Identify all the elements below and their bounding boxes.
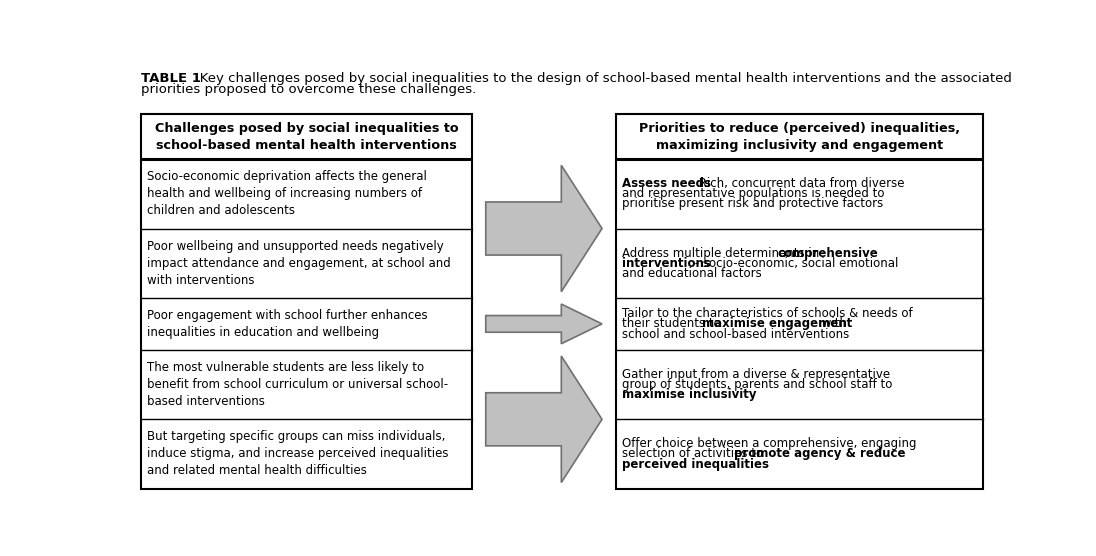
- Text: But targeting specific groups can miss individuals,
induce stigma, and increase : But targeting specific groups can miss i…: [147, 430, 448, 478]
- Bar: [616, 115, 982, 489]
- Text: Poor wellbeing and unsupported needs negatively
impact attendance and engagement: Poor wellbeing and unsupported needs neg…: [147, 240, 450, 287]
- Text: Address multiple determinants in: Address multiple determinants in: [623, 246, 823, 260]
- Text: Tailor to the characteristics of schools & needs of: Tailor to the characteristics of schools…: [623, 307, 913, 320]
- Text: promote agency & reduce: promote agency & reduce: [734, 448, 906, 460]
- Text: Gather input from a diverse & representative: Gather input from a diverse & representa…: [623, 368, 890, 381]
- Text: prioritise present risk and protective factors: prioritise present risk and protective f…: [623, 197, 883, 211]
- Text: with: with: [818, 317, 847, 330]
- Text: maximise engagement: maximise engagement: [701, 317, 852, 330]
- Polygon shape: [486, 356, 602, 483]
- Text: interventions: interventions: [623, 257, 711, 270]
- Text: Challenges posed by social inequalities to
school-based mental health interventi: Challenges posed by social inequalities …: [155, 122, 458, 152]
- Text: Poor engagement with school further enhances
inequalities in education and wellb: Poor engagement with school further enha…: [147, 309, 427, 339]
- Text: Socio-economic deprivation affects the general
health and wellbeing of increasin: Socio-economic deprivation affects the g…: [147, 170, 427, 217]
- Text: their students to: their students to: [623, 317, 724, 330]
- Text: maximise inclusivity: maximise inclusivity: [623, 388, 756, 401]
- Text: and representative populations is needed to: and representative populations is needed…: [623, 187, 884, 200]
- Text: Priorities to reduce (perceived) inequalities,
maximizing inclusivity and engage: Priorities to reduce (perceived) inequal…: [639, 122, 960, 152]
- Text: Offer choice between a comprehensive, engaging: Offer choice between a comprehensive, en…: [623, 438, 916, 450]
- Text: Assess needs: Assess needs: [623, 177, 711, 190]
- Text: - socio-economic, social emotional: - socio-economic, social emotional: [692, 257, 899, 270]
- Text: comprehensive: comprehensive: [778, 246, 879, 260]
- Text: Key challenges posed by social inequalities to the design of school-based mental: Key challenges posed by social inequalit…: [187, 72, 1012, 85]
- Text: selection of activities to: selection of activities to: [623, 448, 767, 460]
- Text: : Rich, concurrent data from diverse: : Rich, concurrent data from diverse: [692, 177, 904, 190]
- Text: TABLE 1: TABLE 1: [141, 72, 201, 85]
- Bar: [141, 115, 471, 489]
- Text: school and school-based interventions: school and school-based interventions: [623, 327, 849, 340]
- Polygon shape: [486, 165, 602, 292]
- Text: priorities proposed to overcome these challenges.: priorities proposed to overcome these ch…: [141, 83, 476, 96]
- Text: group of students, parents and school staff to: group of students, parents and school st…: [623, 378, 892, 391]
- Text: and educational factors: and educational factors: [623, 267, 762, 280]
- Text: The most vulnerable students are less likely to
benefit from school curriculum o: The most vulnerable students are less li…: [147, 361, 448, 408]
- Polygon shape: [486, 304, 602, 344]
- Text: perceived inequalities: perceived inequalities: [623, 458, 769, 470]
